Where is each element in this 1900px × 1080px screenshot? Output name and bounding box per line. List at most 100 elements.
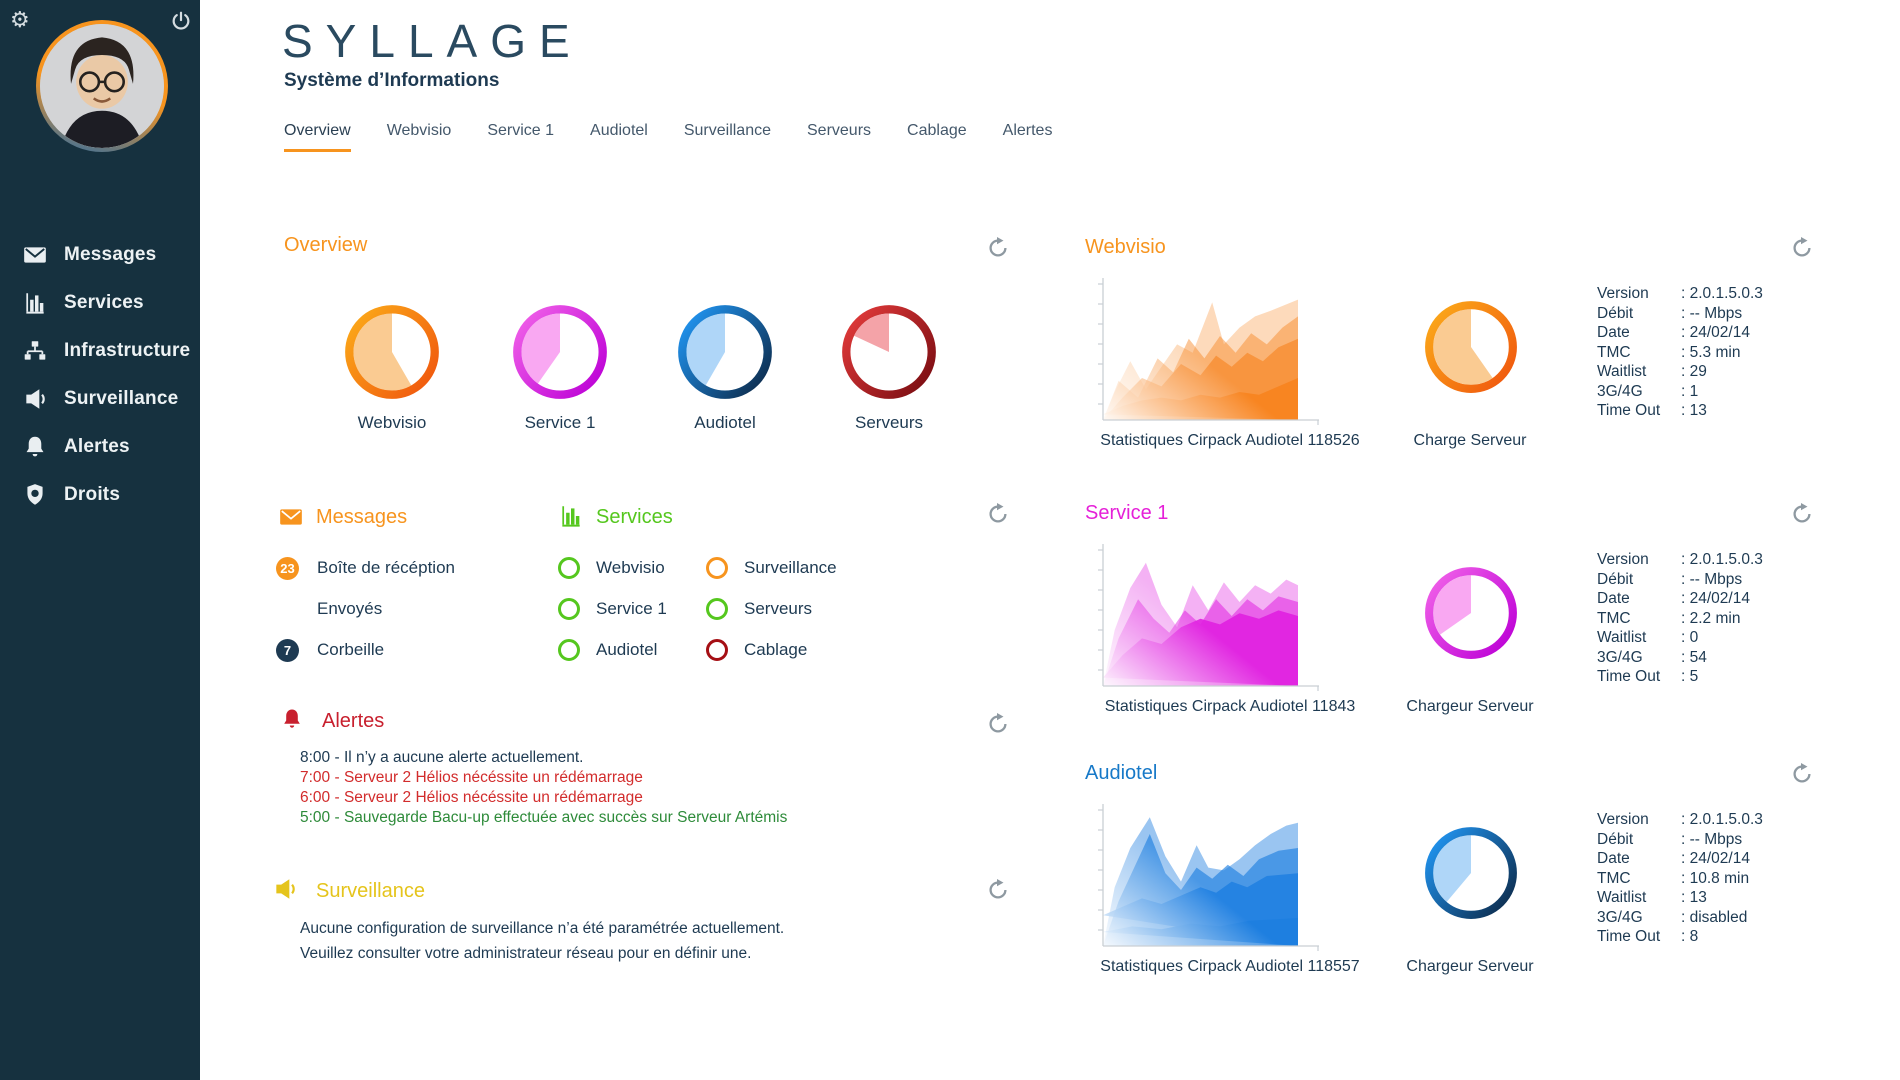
stat-label: TMC	[1597, 869, 1631, 887]
service-status-cablage[interactable]: Cablage	[706, 636, 807, 664]
stat-line-tmc: TMC: 5.3 min	[1597, 343, 1817, 363]
stat-value: : 29	[1681, 363, 1707, 380]
sidebar-item-infrastructure[interactable]: Infrastructure	[0, 334, 200, 368]
alerts-refresh-button[interactable]	[986, 712, 1010, 736]
service-status-webvisio[interactable]: Webvisio	[558, 554, 665, 582]
pie-chart	[823, 302, 955, 407]
unread-count-badge	[276, 598, 299, 621]
stat-line-d-bit: Débit: -- Mbps	[1597, 304, 1817, 324]
stat-line-version: Version: 2.0.1.5.0.3	[1597, 810, 1817, 830]
stat-label: Version	[1597, 285, 1649, 302]
sidebar-item-label: Infrastructure	[64, 340, 191, 361]
power-icon[interactable]	[170, 10, 192, 32]
message-folder-corbeille[interactable]: 7 Corbeille	[276, 636, 384, 664]
sidebar-item-label: Messages	[64, 244, 157, 265]
stat-value: : 8	[1681, 928, 1699, 945]
panel-refresh-button[interactable]	[1790, 762, 1814, 786]
stat-label: Waitlist	[1597, 629, 1647, 646]
services-section-title: Services	[596, 506, 673, 528]
pie-label: Serveurs	[854, 413, 924, 432]
surveillance-text-line: Veuillez consulter votre administrateur …	[300, 945, 752, 962]
service-status-label: Serveurs	[744, 599, 813, 618]
status-circle	[558, 557, 580, 579]
status-circle	[706, 639, 728, 661]
shield-badge-icon	[22, 482, 48, 508]
panel-refresh-button[interactable]	[1790, 502, 1814, 526]
stat-label: Time Out	[1597, 928, 1661, 945]
service-status-audiotel[interactable]: Audiotel	[558, 636, 657, 664]
tab-bar: Overview Webvisio Service 1 Audiotel Surveil…	[284, 122, 1052, 152]
alerts-list: 8:00 - Il n’y a aucune alerte actuelleme…	[300, 748, 787, 828]
gear-icon[interactable]: ⚙	[10, 8, 30, 33]
megaphone-icon	[22, 386, 48, 412]
tab-overview[interactable]: Overview	[284, 122, 351, 152]
bar-chart-icon	[22, 290, 48, 316]
stat-line-3g-4g: 3G/4G: disabled	[1597, 908, 1817, 928]
sidebar-item-droits[interactable]: Droits	[0, 478, 200, 512]
stat-label: 3G/4G	[1597, 648, 1643, 666]
alert-message: 5:00 - Sauvegarde Bacu-up effectuée avec…	[300, 809, 788, 826]
stat-value: : 54	[1681, 648, 1707, 666]
avatar[interactable]	[36, 20, 168, 152]
service-status-serveurs[interactable]: Serveurs	[706, 595, 812, 623]
unread-count-badge: 23	[276, 556, 299, 580]
alert-message: 6:00 - Serveur 2 Hélios nécéssite un réd…	[300, 789, 643, 806]
megaphone-icon	[272, 876, 296, 900]
stat-value: : 5	[1681, 668, 1699, 685]
message-folder-envoy-s[interactable]: Envoyés	[276, 595, 382, 623]
overview-pie-webvisio: Webvisio	[326, 302, 458, 433]
pie-chart	[1422, 564, 1520, 667]
tab-audiotel[interactable]: Audiotel	[590, 122, 648, 139]
sidebar-item-messages[interactable]: Messages	[0, 238, 200, 272]
message-folder-bo-te-de-r-c-ption[interactable]: 23 Boîte de récéption	[276, 554, 455, 582]
stat-label: Débit	[1597, 830, 1634, 848]
tab-service-1[interactable]: Service 1	[487, 122, 555, 139]
tab-webvisio[interactable]: Webvisio	[386, 122, 452, 139]
tab-serveurs[interactable]: Serveurs	[807, 122, 872, 139]
stat-label: Time Out	[1597, 668, 1661, 685]
panel-title: Webvisio	[1085, 236, 1166, 258]
stat-line-version: Version : 2.0.1.5.0.3	[1597, 284, 1817, 304]
area-chart	[1093, 540, 1323, 697]
surveillance-refresh-button[interactable]	[986, 878, 1010, 902]
message-folder-label: Corbeille	[317, 640, 385, 659]
stat-label: TMC	[1597, 609, 1631, 627]
tab-alertes[interactable]: Alertes	[1002, 122, 1053, 139]
stat-value: : 2.0.1.5.0.3	[1681, 285, 1763, 302]
stat-line-3g-4g: 3G/4G : 54	[1597, 648, 1817, 668]
stats-block: Version: 2.0.1.5.0.3 Débit : -- Mbps Date: …	[1597, 810, 1817, 947]
service-status-service-1[interactable]: Service 1	[558, 595, 667, 623]
pie-chart	[1422, 298, 1520, 401]
message-folder-label: Envoyés	[317, 599, 383, 618]
service-status-surveillance[interactable]: Surveillance	[706, 554, 837, 582]
panel-refresh-button[interactable]	[1790, 236, 1814, 260]
panel-title: Audiotel	[1085, 762, 1158, 784]
app-subtitle: Système d’Informations	[284, 70, 500, 91]
stat-line-tmc: TMC: 10.8 min	[1597, 869, 1817, 889]
overview-refresh-button[interactable]	[986, 236, 1010, 260]
sidebar-item-alertes[interactable]: Alertes	[0, 430, 200, 464]
panel-webvisio: Webvisio Statistiques Cirpack Audiotel 11…	[1085, 236, 1885, 486]
mail-icon	[278, 504, 302, 528]
stat-label: Date	[1597, 324, 1630, 341]
chart-caption: Statistiques Cirpack Audiotel 118557	[1100, 958, 1360, 975]
alert-message: 8:00 - Il n’y a aucune alerte actuelleme…	[300, 749, 584, 766]
stats-block: Version: 2.0.1.5.0.3 Débit: -- Mbps Date: …	[1597, 550, 1817, 687]
sidebar-item-services[interactable]: Services	[0, 286, 200, 320]
tab-surveillance[interactable]: Surveillance	[683, 122, 771, 139]
surveillance-body: Aucune configuration de surveillance n’a…	[300, 916, 784, 966]
overview-pie-service-1: Service 1	[494, 302, 626, 433]
sidebar-item-surveillance[interactable]: Surveillance	[0, 382, 200, 416]
tab-cablage[interactable]: Cablage	[907, 122, 967, 139]
stat-line-date: Date: 24/02/14	[1597, 849, 1817, 869]
sidebar-item-label: Alertes	[64, 436, 130, 457]
mail-icon	[22, 242, 48, 268]
surveillance-text-line: Aucune configuration de surveillance n’a…	[300, 920, 785, 937]
service-status-label: Cablage	[744, 640, 808, 659]
stat-label: Version	[1597, 811, 1649, 828]
services-refresh-button[interactable]	[986, 502, 1010, 526]
chart-caption: Statistiques Cirpack Audiotel 118526	[1100, 432, 1360, 449]
stat-label: TMC	[1597, 343, 1631, 361]
stat-value: : -- Mbps	[1681, 830, 1743, 848]
